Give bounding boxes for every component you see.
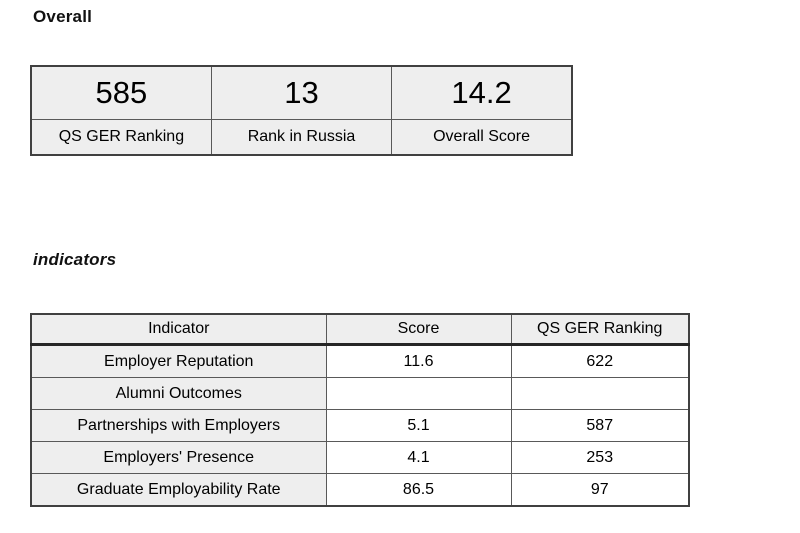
overall-labels-row: QS GER Ranking Rank in Russia Overall Sc… (30, 119, 573, 156)
overall-score-value: 14.2 (391, 65, 573, 120)
table-row: Employer Reputation 11.6 622 (30, 344, 690, 378)
score-cell: 4.1 (325, 441, 512, 474)
score-cell: 86.5 (325, 473, 512, 507)
indicator-cell: Employers' Presence (30, 441, 327, 474)
ranking-cell: 97 (510, 473, 690, 507)
table-row: Alumni Outcomes (30, 377, 690, 410)
score-cell: 5.1 (325, 409, 512, 442)
indicators-header-row: Indicator Score QS GER Ranking (30, 313, 690, 346)
overall-summary-table: 585 13 14.2 QS GER Ranking Rank in Russi… (30, 65, 573, 156)
table-row: Partnerships with Employers 5.1 587 (30, 409, 690, 442)
ranking-cell: 587 (510, 409, 690, 442)
indicator-cell: Alumni Outcomes (30, 377, 327, 410)
indicator-cell: Employer Reputation (30, 344, 327, 378)
column-header-qs-ger-ranking: QS GER Ranking (510, 313, 690, 346)
overall-score-label: Overall Score (391, 119, 573, 156)
column-header-indicator: Indicator (30, 313, 327, 346)
rank-in-russia-label: Rank in Russia (210, 119, 393, 156)
indicator-cell: Partnerships with Employers (30, 409, 327, 442)
indicators-heading: indicators (33, 250, 117, 269)
overall-heading: Overall (33, 7, 93, 26)
rank-in-russia-value: 13 (210, 65, 393, 120)
indicator-cell: Graduate Employability Rate (30, 473, 327, 507)
column-header-score: Score (325, 313, 512, 346)
ranking-cell: 253 (510, 441, 690, 474)
overall-values-row: 585 13 14.2 (30, 65, 573, 120)
table-row: Graduate Employability Rate 86.5 97 (30, 473, 690, 507)
ranking-cell (510, 377, 690, 410)
qs-ger-ranking-label: QS GER Ranking (30, 119, 212, 156)
ranking-cell: 622 (510, 344, 690, 378)
qs-ger-ranking-value: 585 (30, 65, 212, 120)
indicators-table: Indicator Score QS GER Ranking Employer … (30, 313, 690, 507)
score-cell: 11.6 (325, 344, 512, 378)
score-cell (325, 377, 512, 410)
table-row: Employers' Presence 4.1 253 (30, 441, 690, 474)
